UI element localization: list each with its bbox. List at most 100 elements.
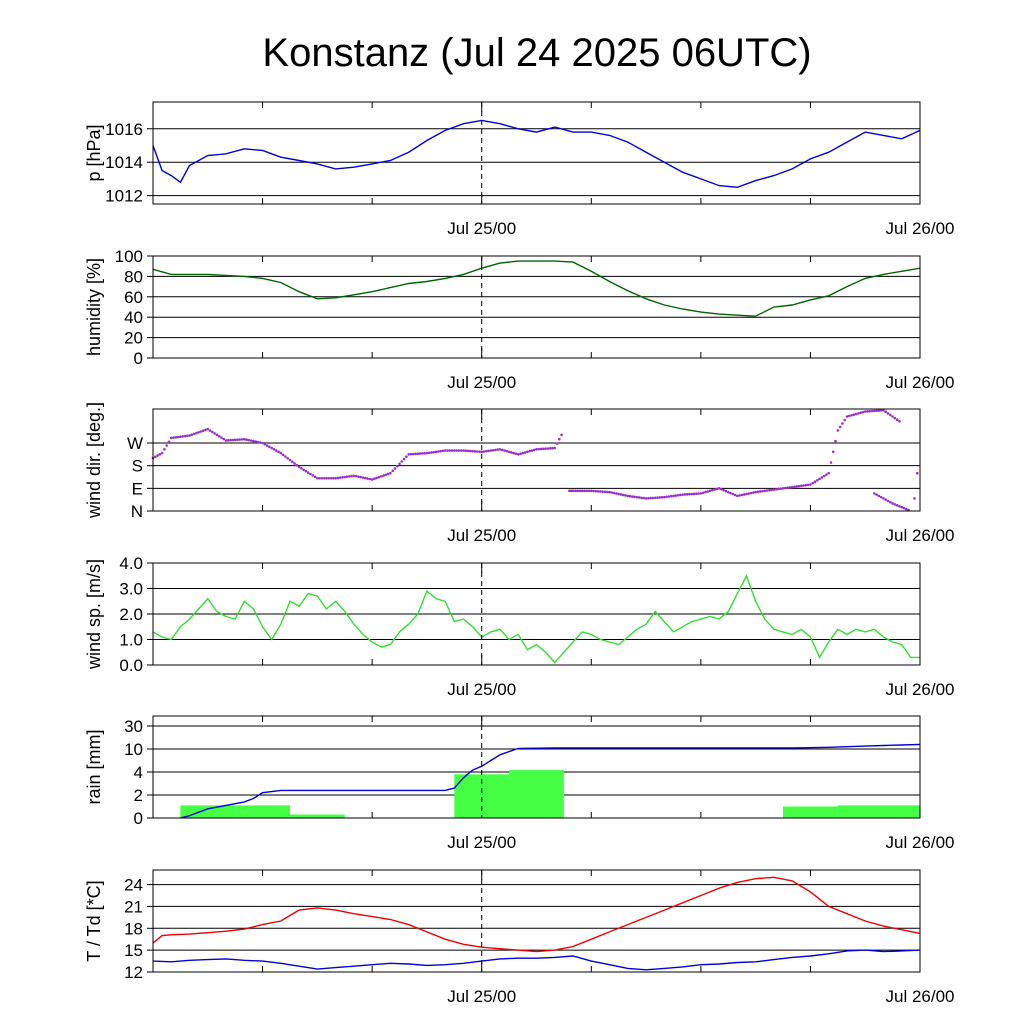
wind-dir-point — [176, 435, 180, 439]
wind-dir-point — [473, 450, 477, 453]
wind-dir-point — [587, 489, 591, 493]
y-tick-label: 3.0 — [119, 580, 143, 599]
wind-dir-point — [568, 489, 571, 493]
wind-dir-point — [455, 449, 458, 452]
wind-dir-point — [434, 450, 438, 454]
wind-dir-point — [457, 449, 461, 452]
wind-dir-point — [854, 412, 858, 416]
wind-dir-point — [859, 411, 862, 415]
wind-dir-point — [583, 489, 586, 493]
wind-dir-point — [325, 476, 328, 480]
wind-dir-point — [238, 438, 242, 441]
wind-dir-point — [884, 498, 888, 501]
wind-dir-point — [437, 450, 440, 453]
wind-dir-point — [231, 438, 235, 442]
wind-dir-point — [879, 495, 883, 499]
wind-dir-point — [222, 437, 226, 441]
y-tick-label: 60 — [124, 288, 143, 307]
y-tick-label: 15 — [124, 941, 143, 960]
wind-dir-point — [503, 449, 506, 452]
wind-dir-point — [446, 449, 449, 452]
wind-dir-point — [345, 475, 349, 478]
wind-dir-point — [644, 497, 648, 500]
wind-dir-point — [348, 475, 351, 478]
wind-dir-point — [521, 451, 525, 455]
wind-dir-point — [215, 433, 219, 437]
wind-dir-point — [777, 487, 780, 491]
wind-dir-point — [580, 489, 584, 493]
wind-dir-point — [724, 489, 728, 493]
wind-dir-point — [256, 440, 260, 444]
wind-dir-point — [306, 471, 310, 474]
wind-dir-point — [382, 474, 385, 477]
y-tick-label: 4 — [134, 763, 143, 782]
wind-dir-point — [526, 450, 529, 454]
wind-dir-point — [197, 430, 200, 434]
wind-dir-point — [765, 489, 769, 492]
wind-dir-point — [651, 496, 655, 500]
wind-dir-point — [507, 450, 511, 454]
wind-dir-point — [236, 438, 239, 441]
wind-dir-point — [804, 483, 808, 487]
wind-dir-point — [898, 419, 901, 423]
wind-dir-point — [781, 487, 785, 490]
wind-dir-point — [286, 456, 289, 460]
wind-dir-point — [505, 449, 509, 453]
x-tick-label: Jul 26/00 — [886, 219, 955, 238]
wind-dir-point — [211, 430, 214, 434]
wind-dir-point — [829, 461, 833, 464]
wind-dir-point — [530, 449, 534, 452]
y-axis-label: rain [mm] — [84, 729, 104, 804]
wind-dir-point — [825, 473, 828, 476]
wind-dir-point — [290, 460, 294, 464]
wind-dir-point — [377, 475, 381, 479]
wind-dir-point — [258, 441, 262, 444]
y-tick-label: W — [127, 434, 143, 453]
x-tick-label: Jul 26/00 — [886, 987, 955, 1006]
wind-dir-point — [167, 440, 171, 444]
panel-frame — [152, 408, 921, 512]
wind-dir-point — [802, 484, 805, 487]
wind-dir-point — [489, 449, 493, 452]
wind-dir-point — [913, 497, 916, 500]
wind-dir-point — [633, 495, 636, 499]
wind-dir-point — [284, 455, 287, 458]
wind-dir-point — [510, 451, 513, 454]
wind-dir-point — [295, 463, 299, 467]
wind-dir-point — [320, 476, 324, 480]
wind-dir-point — [430, 451, 433, 454]
chart-title: Konstanz (Jul 24 2025 06UTC) — [262, 31, 811, 75]
wind-dir-point — [882, 408, 885, 412]
series-line — [152, 260, 921, 317]
wind-dir-point — [601, 490, 604, 493]
wind-dir-point — [649, 496, 652, 500]
wind-dir-point — [578, 489, 582, 493]
wind-dir-point — [610, 491, 614, 494]
wind-dir-point — [363, 476, 367, 480]
wind-dir-point — [261, 441, 264, 445]
wind-dir-point — [357, 475, 360, 478]
rain-bar — [783, 806, 838, 818]
wind-dir-point — [663, 495, 666, 499]
wind-dir-point — [715, 487, 719, 491]
wind-dir-point — [268, 445, 271, 449]
y-tick-label: 0 — [134, 349, 143, 368]
wind-dir-point — [482, 450, 486, 453]
wind-dir-point — [820, 476, 824, 479]
wind-dir-point — [414, 452, 417, 456]
wind-dir-point — [512, 451, 515, 455]
y-tick-label: 24 — [124, 876, 143, 895]
panel-frame — [152, 255, 921, 359]
wind-dir-point — [809, 483, 812, 486]
wind-dir-point — [343, 475, 347, 479]
wind-dir-point — [902, 506, 906, 510]
wind-dir-point — [338, 476, 342, 479]
wind-dir-point — [624, 494, 627, 497]
wind-dir-point — [208, 429, 212, 432]
wind-dir-point — [496, 448, 499, 451]
y-tick-label: 2.0 — [119, 605, 143, 624]
wind-dir-point — [350, 474, 353, 478]
wind-dir-point — [752, 491, 755, 494]
wind-dir-point — [852, 413, 856, 416]
wind-dir-point — [487, 449, 490, 453]
